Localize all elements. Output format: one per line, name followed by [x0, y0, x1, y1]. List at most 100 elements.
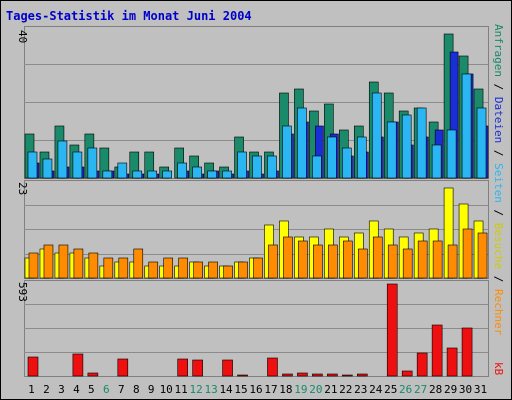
bar-rechner-day-1 [28, 252, 39, 279]
x-tick-label-29: 29 [444, 383, 457, 396]
bar-kb-day-15 [237, 374, 248, 377]
bar-rechner-day-17 [268, 244, 278, 279]
bar-rechner-day-26 [402, 248, 413, 279]
bar-rechner-day-20 [313, 244, 323, 279]
bar-seiten-day-8 [132, 170, 143, 179]
bar-seiten-day-20 [312, 155, 322, 179]
bar-rechner-day-29 [447, 244, 458, 279]
x-tick-label-12: 12 [190, 383, 203, 396]
bar-seiten-day-31 [476, 107, 487, 179]
ymax-label-visits: 23 [16, 182, 29, 195]
bar-rechner-day-8 [133, 248, 144, 279]
bar-kb-day-4 [72, 353, 84, 377]
x-tick-label-9: 9 [148, 383, 155, 396]
bar-seiten-day-11 [177, 162, 187, 179]
bar-kb-day-22 [342, 374, 353, 377]
x-tick-label-26: 26 [399, 383, 412, 396]
x-tick-label-20: 20 [309, 383, 322, 396]
bar-rechner-day-5 [88, 252, 99, 279]
x-tick-label-27: 27 [414, 383, 427, 396]
panel-visits [24, 180, 489, 279]
bar-seiten-day-14 [222, 170, 232, 179]
bar-kb-day-21 [327, 373, 338, 377]
bar-rechner-day-3 [58, 244, 69, 279]
x-tick-label-14: 14 [219, 383, 233, 396]
bar-seiten-day-25 [386, 121, 397, 179]
bar-seiten-day-19 [297, 107, 307, 179]
bar-rechner-day-9 [148, 261, 159, 279]
bar-kb-day-23 [356, 373, 368, 377]
bar-seiten-day-27 [416, 107, 427, 179]
bar-rechner-day-31 [477, 232, 488, 279]
x-tick-label-25: 25 [384, 383, 397, 396]
bar-seiten-day-24 [371, 92, 382, 179]
bar-seiten-day-5 [87, 147, 98, 179]
bar-seiten-day-22 [342, 147, 352, 179]
bar-rechner-day-6 [103, 257, 114, 279]
x-tick-label-24: 24 [369, 383, 383, 396]
bar-kb-day-19 [297, 372, 308, 377]
bar-rechner-day-15 [238, 261, 248, 279]
bar-rechner-day-27 [417, 240, 428, 279]
bar-kb-day-20 [312, 373, 323, 377]
x-tick-label-17: 17 [264, 383, 277, 396]
x-axis-labels: 1 2 3 4 5 6 7 8 9 10 11 12 13 14 15 16 17 18 19 20 21 22 23 24 2… [28, 383, 487, 396]
legend-requests-text: Anfragen / Dateien / Seiten / Besuche / … [492, 24, 505, 336]
bar-seiten-day-18 [282, 125, 292, 179]
x-tick-label-22: 22 [339, 383, 352, 396]
bar-seiten-day-28 [431, 144, 442, 179]
bar-rechner-day-24 [372, 236, 383, 279]
x-tick-label-11: 11 [175, 383, 188, 396]
x-tick-label-19: 19 [294, 383, 307, 396]
x-tick-label-30: 30 [459, 383, 472, 396]
legend-besuche: Besuche [492, 223, 505, 269]
x-tick-label-2: 2 [43, 383, 50, 396]
bar-kb-day-14 [222, 359, 233, 377]
bar-rechner-day-28 [432, 240, 443, 279]
bar-kb-day-17 [267, 357, 278, 377]
panel-requests [24, 26, 489, 179]
chart-title: Tages-Statistik im Monat Juni 2004 [6, 9, 252, 23]
bar-rechner-day-25 [387, 244, 398, 279]
bar-seiten-day-3 [57, 140, 68, 179]
bar-rechner-day-21 [328, 244, 338, 279]
bar-seiten-day-12 [192, 166, 202, 179]
bar-kb-day-11 [177, 358, 188, 377]
x-tick-label-28: 28 [429, 383, 442, 396]
bar-rechner-day-16 [253, 257, 263, 279]
bar-rechner-day-10 [163, 257, 174, 279]
bar-seiten-day-23 [356, 136, 367, 179]
bar-kb-day-27 [416, 352, 428, 377]
bar-kb-day-12 [192, 359, 203, 377]
x-tick-label-18: 18 [279, 383, 292, 396]
panel-kb [24, 280, 489, 377]
ymax-label-kb: 593 [16, 282, 29, 302]
x-tick-label-16: 16 [249, 383, 262, 396]
bar-seiten-day-10 [162, 170, 173, 179]
x-tick-label-8: 8 [133, 383, 140, 396]
x-tick-label-15: 15 [234, 383, 247, 396]
bar-seiten-day-26 [401, 114, 412, 179]
bar-rechner-day-14 [223, 265, 233, 279]
x-tick-label-23: 23 [354, 383, 367, 396]
bar-kb-day-28 [431, 324, 443, 377]
bar-rechner-day-19 [298, 240, 308, 279]
legend-kb: kB [492, 362, 505, 376]
bar-rechner-day-11 [178, 257, 188, 279]
bar-seiten-day-30 [461, 73, 472, 179]
legend-seiten: Seiten [492, 163, 505, 203]
bar-seiten-day-1 [27, 151, 38, 179]
bar-kb-day-30 [461, 327, 473, 377]
bar-rechner-day-7 [118, 257, 129, 279]
bar-seiten-day-13 [207, 170, 217, 179]
bar-seiten-day-21 [327, 136, 337, 179]
bar-rechner-day-4 [73, 248, 84, 279]
x-tick-label-13: 13 [204, 383, 217, 396]
bar-seiten-day-9 [147, 170, 158, 179]
bar-seiten-day-15 [237, 151, 247, 179]
legend-rechner: Rechner [492, 289, 505, 336]
x-tick-label-10: 10 [160, 383, 173, 396]
x-tick-label-1: 1 [28, 383, 35, 396]
x-tick-label-6: 6 [103, 383, 110, 396]
